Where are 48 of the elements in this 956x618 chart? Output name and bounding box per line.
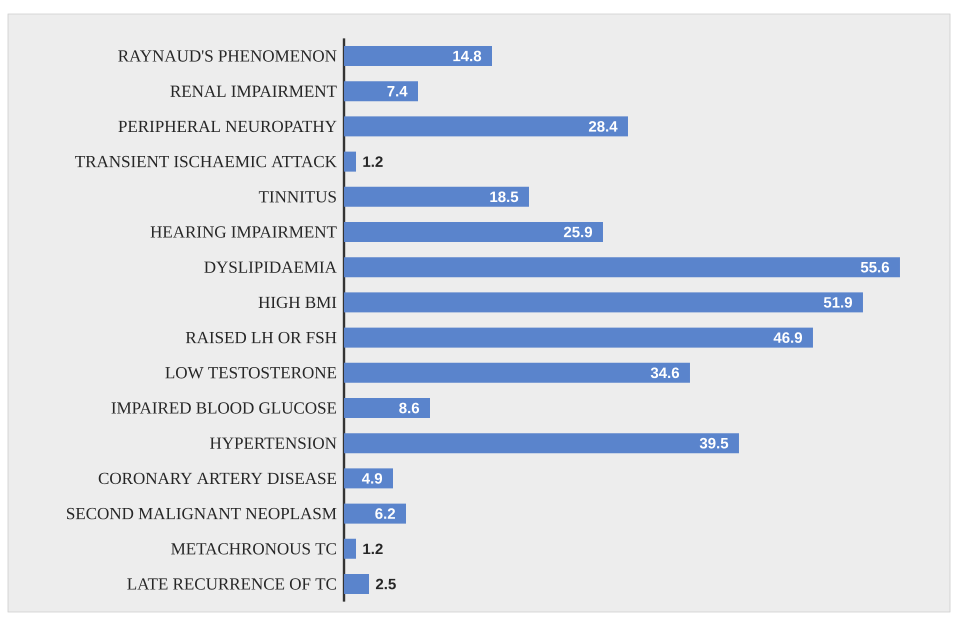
y-tick-label: CORONARY ARTERY DISEASE — [98, 472, 336, 484]
bar — [344, 362, 690, 383]
bar — [344, 504, 406, 524]
y-tick-label: DYSLIPIDAEMIA — [204, 261, 337, 273]
data-label: 14.8 — [453, 50, 482, 62]
data-label: 28.4 — [588, 121, 618, 132]
bar — [344, 186, 529, 207]
data-label: 2.5 — [376, 578, 396, 590]
bar — [344, 433, 739, 454]
bar — [344, 328, 813, 348]
y-tick-label: SECOND MALIGNANT NEOPLASM — [67, 508, 336, 520]
bar — [344, 292, 863, 312]
data-label: 55.6 — [860, 262, 890, 273]
bar — [344, 222, 603, 242]
bar — [344, 257, 900, 278]
data-label: 7.4 — [387, 86, 408, 96]
bar — [344, 152, 356, 172]
data-label: 34.6 — [650, 367, 680, 378]
y-tick-label: TINNITUS — [258, 191, 336, 203]
bar — [344, 468, 394, 488]
data-label: 25.9 — [564, 226, 592, 238]
bar — [344, 574, 370, 594]
bar — [344, 116, 628, 136]
data-label: 46.9 — [774, 332, 802, 343]
y-tick-label: LATE RECURRENCE OF TC — [127, 578, 336, 590]
data-label: 51.9 — [824, 297, 852, 308]
data-label: 39.5 — [700, 438, 728, 449]
bar — [344, 538, 356, 559]
y-tick-label: IMPAIRED BLOOD GLUCOSE — [112, 402, 336, 414]
y-tick-label: TRANSIENT ISCHAEMIC ATTACK — [75, 156, 337, 168]
y-tick-label: PERIPHERAL NEUROPATHY — [118, 120, 337, 132]
y-tick-label: HIGH BMI — [258, 296, 336, 308]
data-label: 6.2 — [375, 508, 396, 519]
data-label: 4.9 — [362, 473, 382, 484]
y-tick-label: METACHRONOUS TC — [171, 543, 336, 555]
y-tick-label: HYPERTENSION — [210, 437, 337, 449]
data-label: 1.2 — [363, 156, 383, 167]
data-label: 8.6 — [399, 402, 420, 414]
y-tick-label: RENAL IMPAIRMENT — [170, 86, 337, 97]
y-tick-label: LOW TESTOSTERONE — [165, 367, 336, 379]
y-tick-label: RAISED LH OR FSH — [186, 332, 336, 344]
data-label: 18.5 — [490, 191, 518, 202]
y-tick-label: HEARING IMPAIRMENT — [150, 226, 337, 238]
bar — [344, 398, 430, 418]
data-label: 1.2 — [363, 544, 383, 554]
y-tick-label: RAYNAUD'S PHENOMENON — [118, 50, 337, 62]
bar — [344, 81, 418, 102]
bar — [344, 46, 492, 66]
